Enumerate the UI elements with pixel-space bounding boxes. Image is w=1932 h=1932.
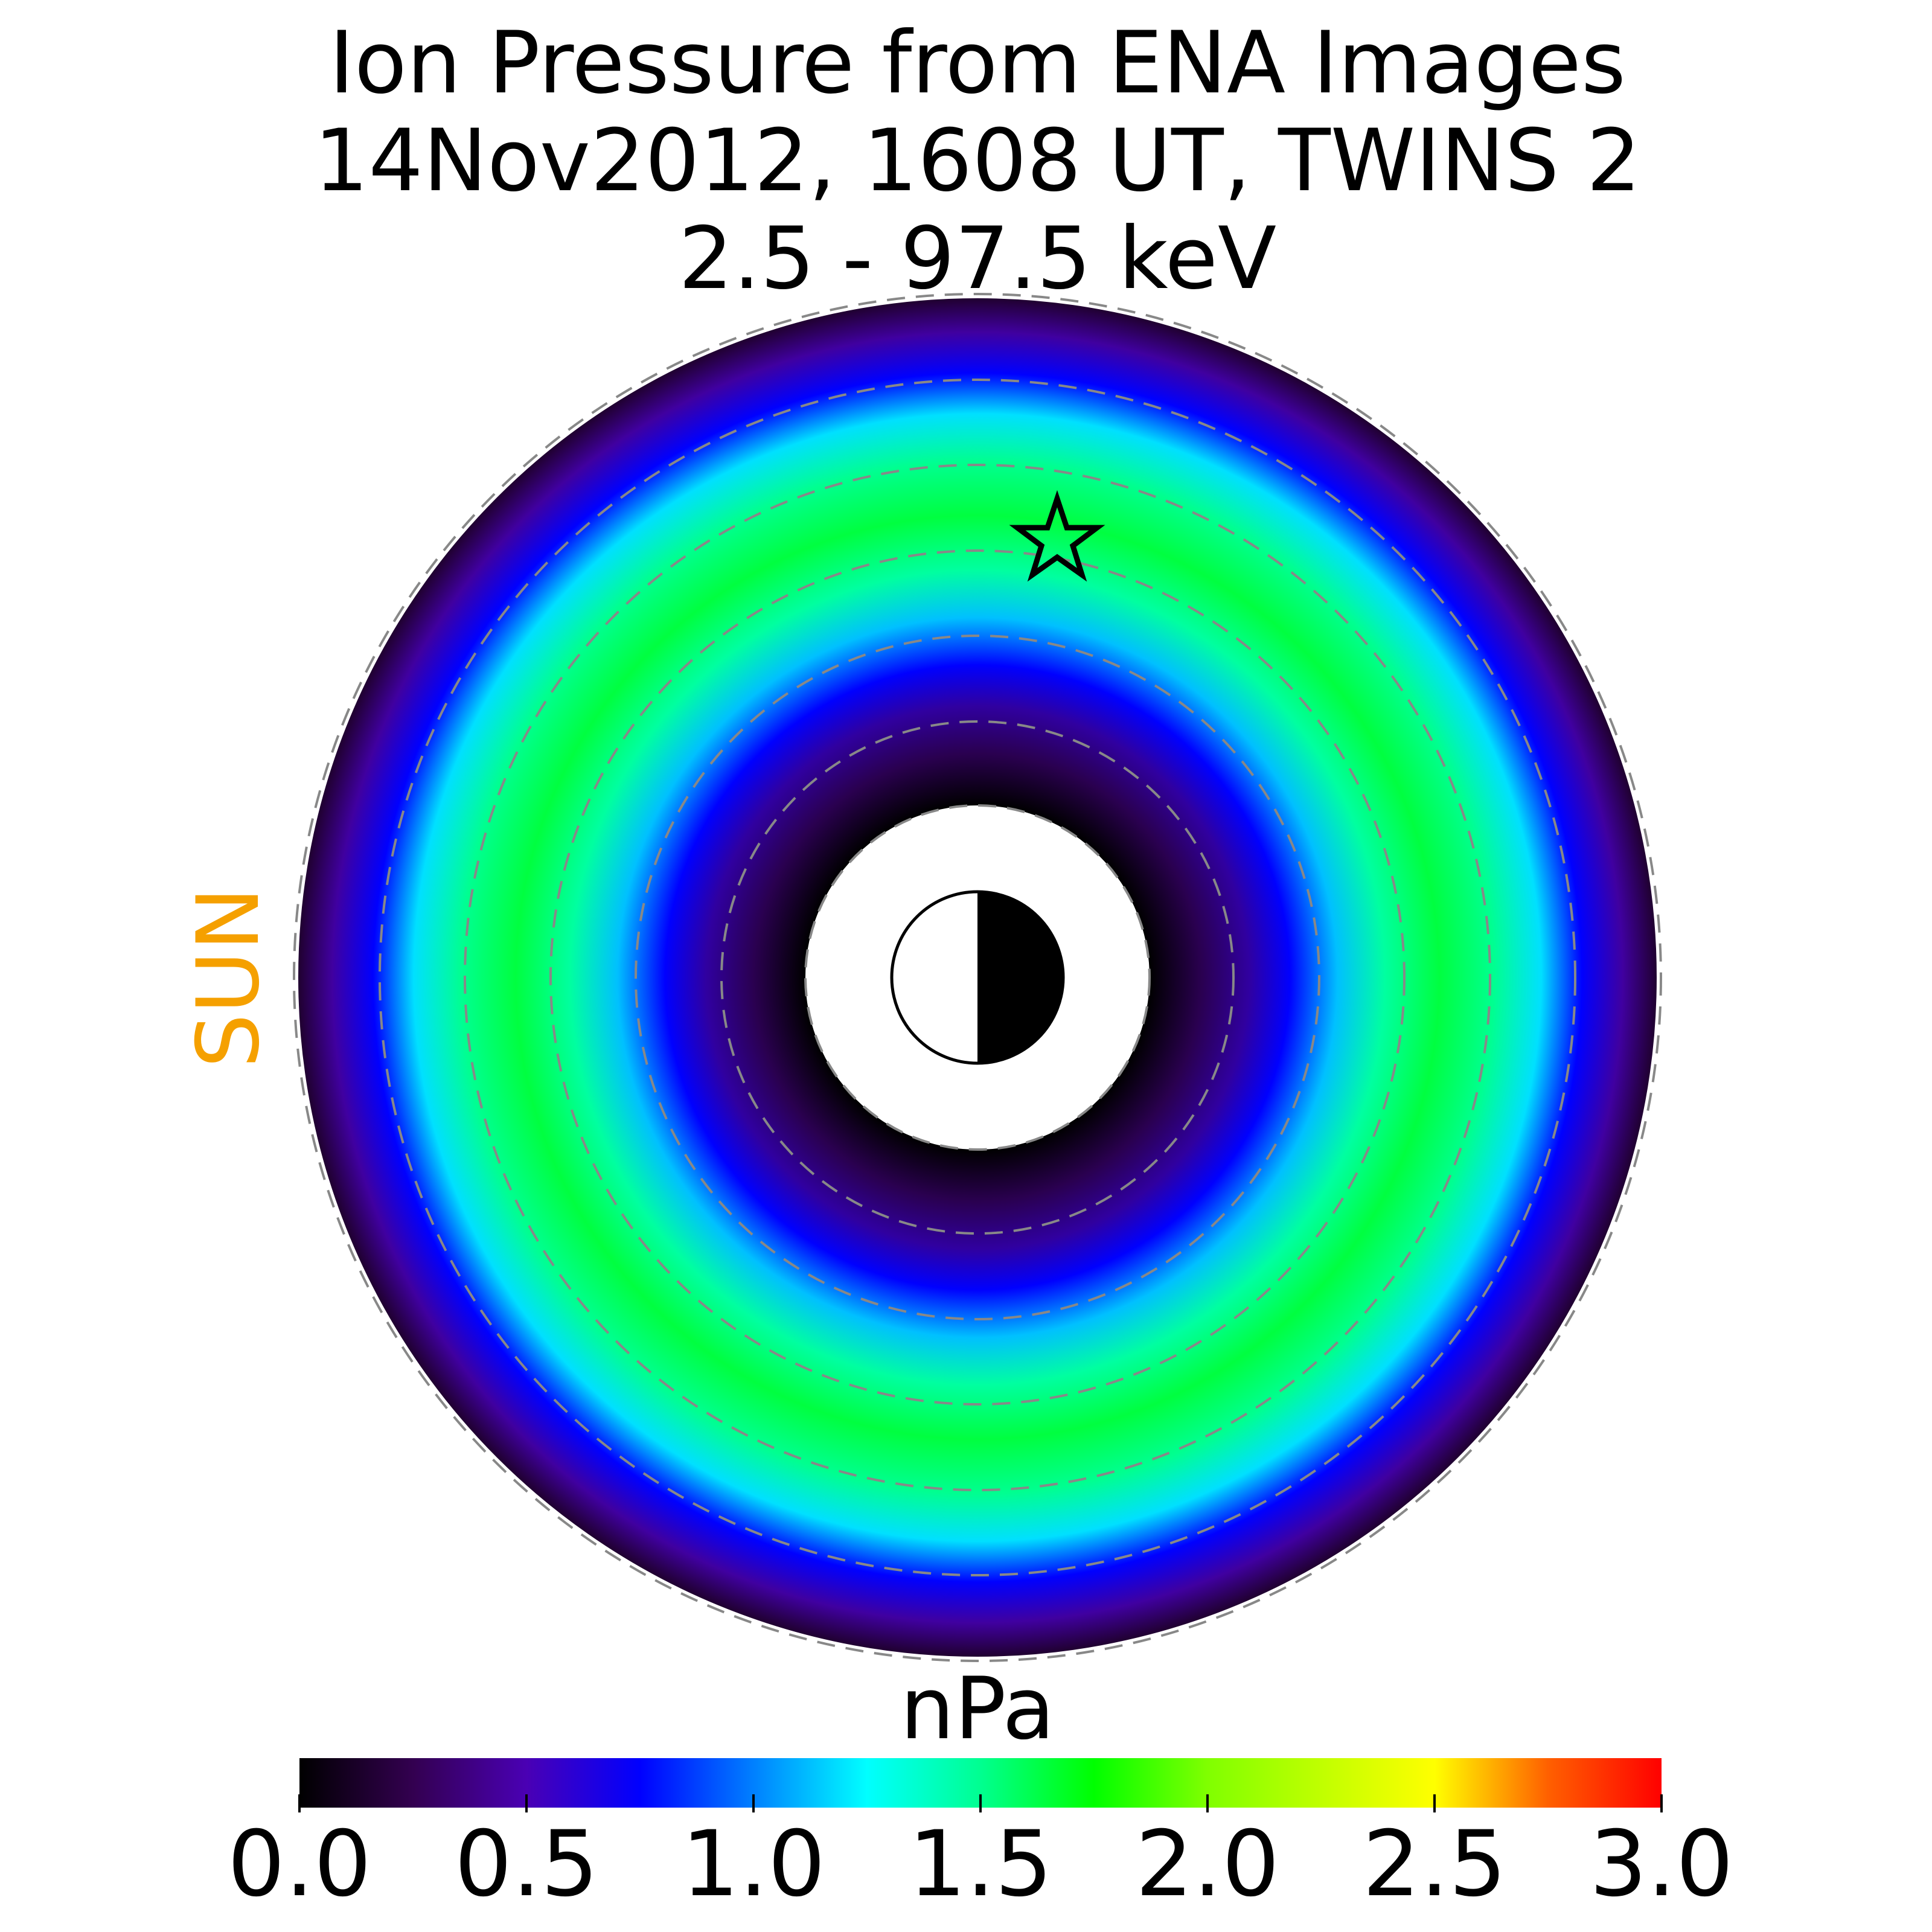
- earth-outline: [890, 890, 1065, 1065]
- l-shell: [549, 549, 1406, 1406]
- colorbar-tick-label: 1.5: [909, 1812, 1053, 1917]
- l-shell: [293, 293, 1662, 1662]
- colorbar-tick-label: 2.5: [1363, 1812, 1507, 1917]
- title-line: 14Nov2012, 1608 UT, TWINS 2: [314, 111, 1641, 211]
- colorbar-tick-label: 3.0: [1590, 1812, 1734, 1917]
- colorbar-label: nPa: [900, 1659, 1055, 1759]
- title-line: Ion Pressure from ENA Images: [329, 13, 1626, 113]
- sun-label: SUN: [179, 887, 278, 1068]
- l-shell: [720, 720, 1235, 1235]
- earth: [890, 890, 1065, 1065]
- title: Ion Pressure from ENA Images 14Nov2012, …: [314, 13, 1641, 309]
- colorbar-tick-label: 0.0: [228, 1812, 372, 1917]
- title-line: 2.5 - 97.5 keV: [679, 209, 1276, 309]
- colorbar-tick-label: 2.0: [1136, 1812, 1280, 1917]
- l-shell: [804, 804, 1151, 1151]
- l-shells: [293, 293, 1662, 1662]
- colorbar-tick-label: 1.0: [682, 1812, 826, 1917]
- colorbar-tick-label: 0.5: [455, 1812, 599, 1917]
- earth-night: [977, 892, 1063, 1063]
- l-shell: [379, 379, 1576, 1576]
- l-shell: [464, 464, 1491, 1491]
- star-marker: [1009, 490, 1105, 582]
- l-shell: [635, 635, 1320, 1320]
